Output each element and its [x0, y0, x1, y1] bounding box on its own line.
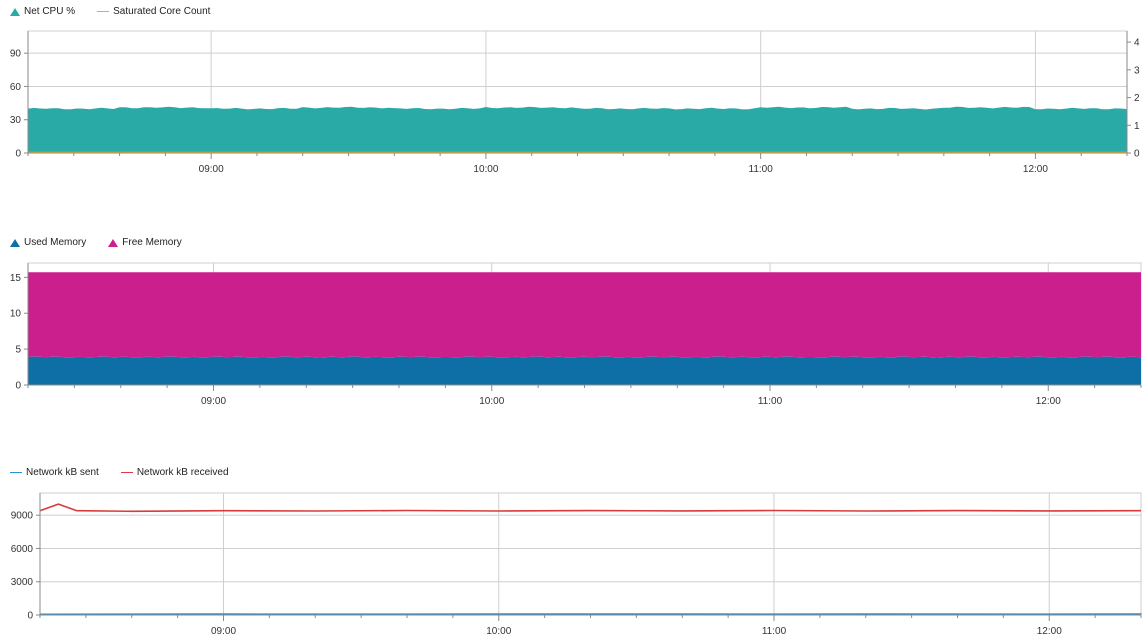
line-swatch-icon — [97, 11, 110, 12]
x-tick-label: 10:00 — [473, 164, 498, 175]
x-tick-label: 09:00 — [201, 396, 226, 407]
x-tick-label: 11:00 — [749, 164, 774, 175]
legend-item-free-memory[interactable]: Free Memory — [108, 237, 182, 248]
legend-label: Saturated Core Count — [113, 6, 211, 17]
y2-tick-label: 0 — [1134, 149, 1140, 160]
legend-label: Network kB sent — [26, 467, 99, 478]
triangle-icon — [108, 238, 119, 247]
legend-label: Used Memory — [24, 237, 87, 248]
memory-chart: 0 5 10 15 09:00 10:00 11:00 12:00 — [10, 262, 1142, 407]
triangle-icon — [10, 238, 20, 247]
triangle-icon — [10, 7, 20, 16]
y-tick-label: 6000 — [11, 544, 34, 555]
legend-item-used-memory[interactable]: Used Memory — [10, 237, 86, 248]
legend-label: Free Memory — [122, 237, 182, 248]
x-tick-label: 12:00 — [1036, 396, 1061, 407]
cpu-legend: Net CPU % Saturated Core Count — [10, 6, 210, 17]
y-tick-label: 10 — [10, 309, 22, 320]
y2-tick-label: 2 — [1134, 93, 1140, 104]
series-area-net-cpu — [28, 106, 1127, 153]
x-tick-label: 11:00 — [758, 396, 783, 407]
x-tick-label: 12:00 — [1037, 626, 1062, 637]
series-line-network-received — [39, 503, 1142, 513]
cpu-chart: 0 1 2 3 4 0 30 60 90 09:00 10:00 11:00 12:00 — [10, 30, 1140, 175]
line-swatch-icon — [10, 472, 22, 473]
x-tick-label: 10:00 — [486, 626, 511, 637]
y-tick-label: 15 — [10, 273, 22, 284]
y-tick-label: 0 — [15, 381, 21, 392]
legend-item-saturated-core-count[interactable]: Saturated Core Count — [97, 6, 210, 17]
legend-label: Network kB received — [136, 467, 229, 478]
x-tick-label: 11:00 — [762, 626, 787, 637]
y-tick-label: 0 — [15, 149, 21, 160]
line-swatch-icon — [120, 472, 133, 473]
x-tick-label: 10:00 — [479, 396, 504, 407]
y-tick-label: 90 — [10, 49, 22, 60]
legend-item-net-cpu[interactable]: Net CPU % — [10, 6, 75, 17]
legend-item-network-sent[interactable]: Network kB sent — [10, 467, 99, 478]
memory-legend: Used Memory Free Memory — [10, 237, 182, 248]
y-tick-label: 0 — [27, 611, 33, 622]
network-legend: Network kB sent Network kB received — [10, 467, 229, 478]
x-tick-label: 09:00 — [199, 164, 224, 175]
x-tick-label: 09:00 — [211, 626, 236, 637]
y-tick-label: 30 — [10, 115, 22, 126]
y-tick-label: 3000 — [11, 577, 34, 588]
y-tick-label: 60 — [10, 82, 22, 93]
series-area-free-memory — [28, 272, 1141, 358]
series-area-used-memory — [28, 356, 1141, 385]
y2-tick-label: 4 — [1134, 38, 1140, 49]
y2-tick-label: 1 — [1134, 121, 1140, 132]
network-chart: 0 3000 6000 9000 09:00 10:00 11:00 12:00 — [11, 492, 1142, 637]
y-tick-label: 9000 — [11, 511, 34, 522]
y-tick-label: 5 — [15, 345, 21, 356]
legend-label: Net CPU % — [24, 6, 76, 17]
x-tick-label: 12:00 — [1023, 164, 1048, 175]
y2-tick-label: 3 — [1134, 65, 1140, 76]
legend-item-network-received[interactable]: Network kB received — [120, 467, 229, 478]
